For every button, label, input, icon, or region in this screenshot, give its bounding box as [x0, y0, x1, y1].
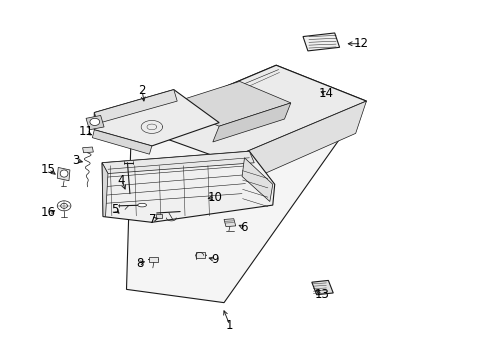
- Polygon shape: [92, 130, 152, 154]
- Polygon shape: [212, 103, 290, 142]
- Polygon shape: [126, 65, 366, 303]
- Text: 9: 9: [211, 253, 219, 266]
- Text: 6: 6: [239, 221, 247, 234]
- Text: 3: 3: [72, 154, 80, 167]
- Text: 12: 12: [353, 37, 368, 50]
- Circle shape: [61, 203, 67, 208]
- Polygon shape: [82, 147, 93, 153]
- Polygon shape: [94, 90, 177, 123]
- Polygon shape: [311, 280, 332, 295]
- Text: 7: 7: [149, 213, 156, 226]
- Polygon shape: [242, 158, 272, 202]
- Text: 4: 4: [118, 174, 125, 186]
- Ellipse shape: [60, 170, 68, 177]
- Polygon shape: [94, 90, 219, 146]
- Circle shape: [90, 118, 100, 126]
- Text: 5: 5: [111, 203, 119, 216]
- Text: 13: 13: [314, 288, 329, 301]
- Circle shape: [57, 201, 71, 211]
- Polygon shape: [102, 163, 108, 217]
- Text: 14: 14: [318, 87, 333, 100]
- Polygon shape: [302, 84, 324, 96]
- Text: 1: 1: [225, 319, 233, 332]
- Polygon shape: [149, 257, 158, 262]
- Text: 15: 15: [41, 163, 56, 176]
- Polygon shape: [303, 33, 339, 51]
- Polygon shape: [224, 219, 235, 226]
- Text: 8: 8: [136, 257, 143, 270]
- Ellipse shape: [138, 203, 146, 207]
- Polygon shape: [166, 81, 290, 126]
- Polygon shape: [86, 116, 104, 130]
- Polygon shape: [102, 151, 274, 222]
- Polygon shape: [195, 252, 204, 258]
- Polygon shape: [219, 101, 366, 194]
- Polygon shape: [131, 65, 366, 160]
- Text: 11: 11: [79, 125, 93, 138]
- Text: 16: 16: [41, 207, 56, 220]
- Text: 2: 2: [138, 84, 145, 97]
- Text: 10: 10: [207, 191, 222, 204]
- Polygon shape: [57, 167, 70, 181]
- Polygon shape: [102, 151, 254, 174]
- Polygon shape: [156, 214, 161, 218]
